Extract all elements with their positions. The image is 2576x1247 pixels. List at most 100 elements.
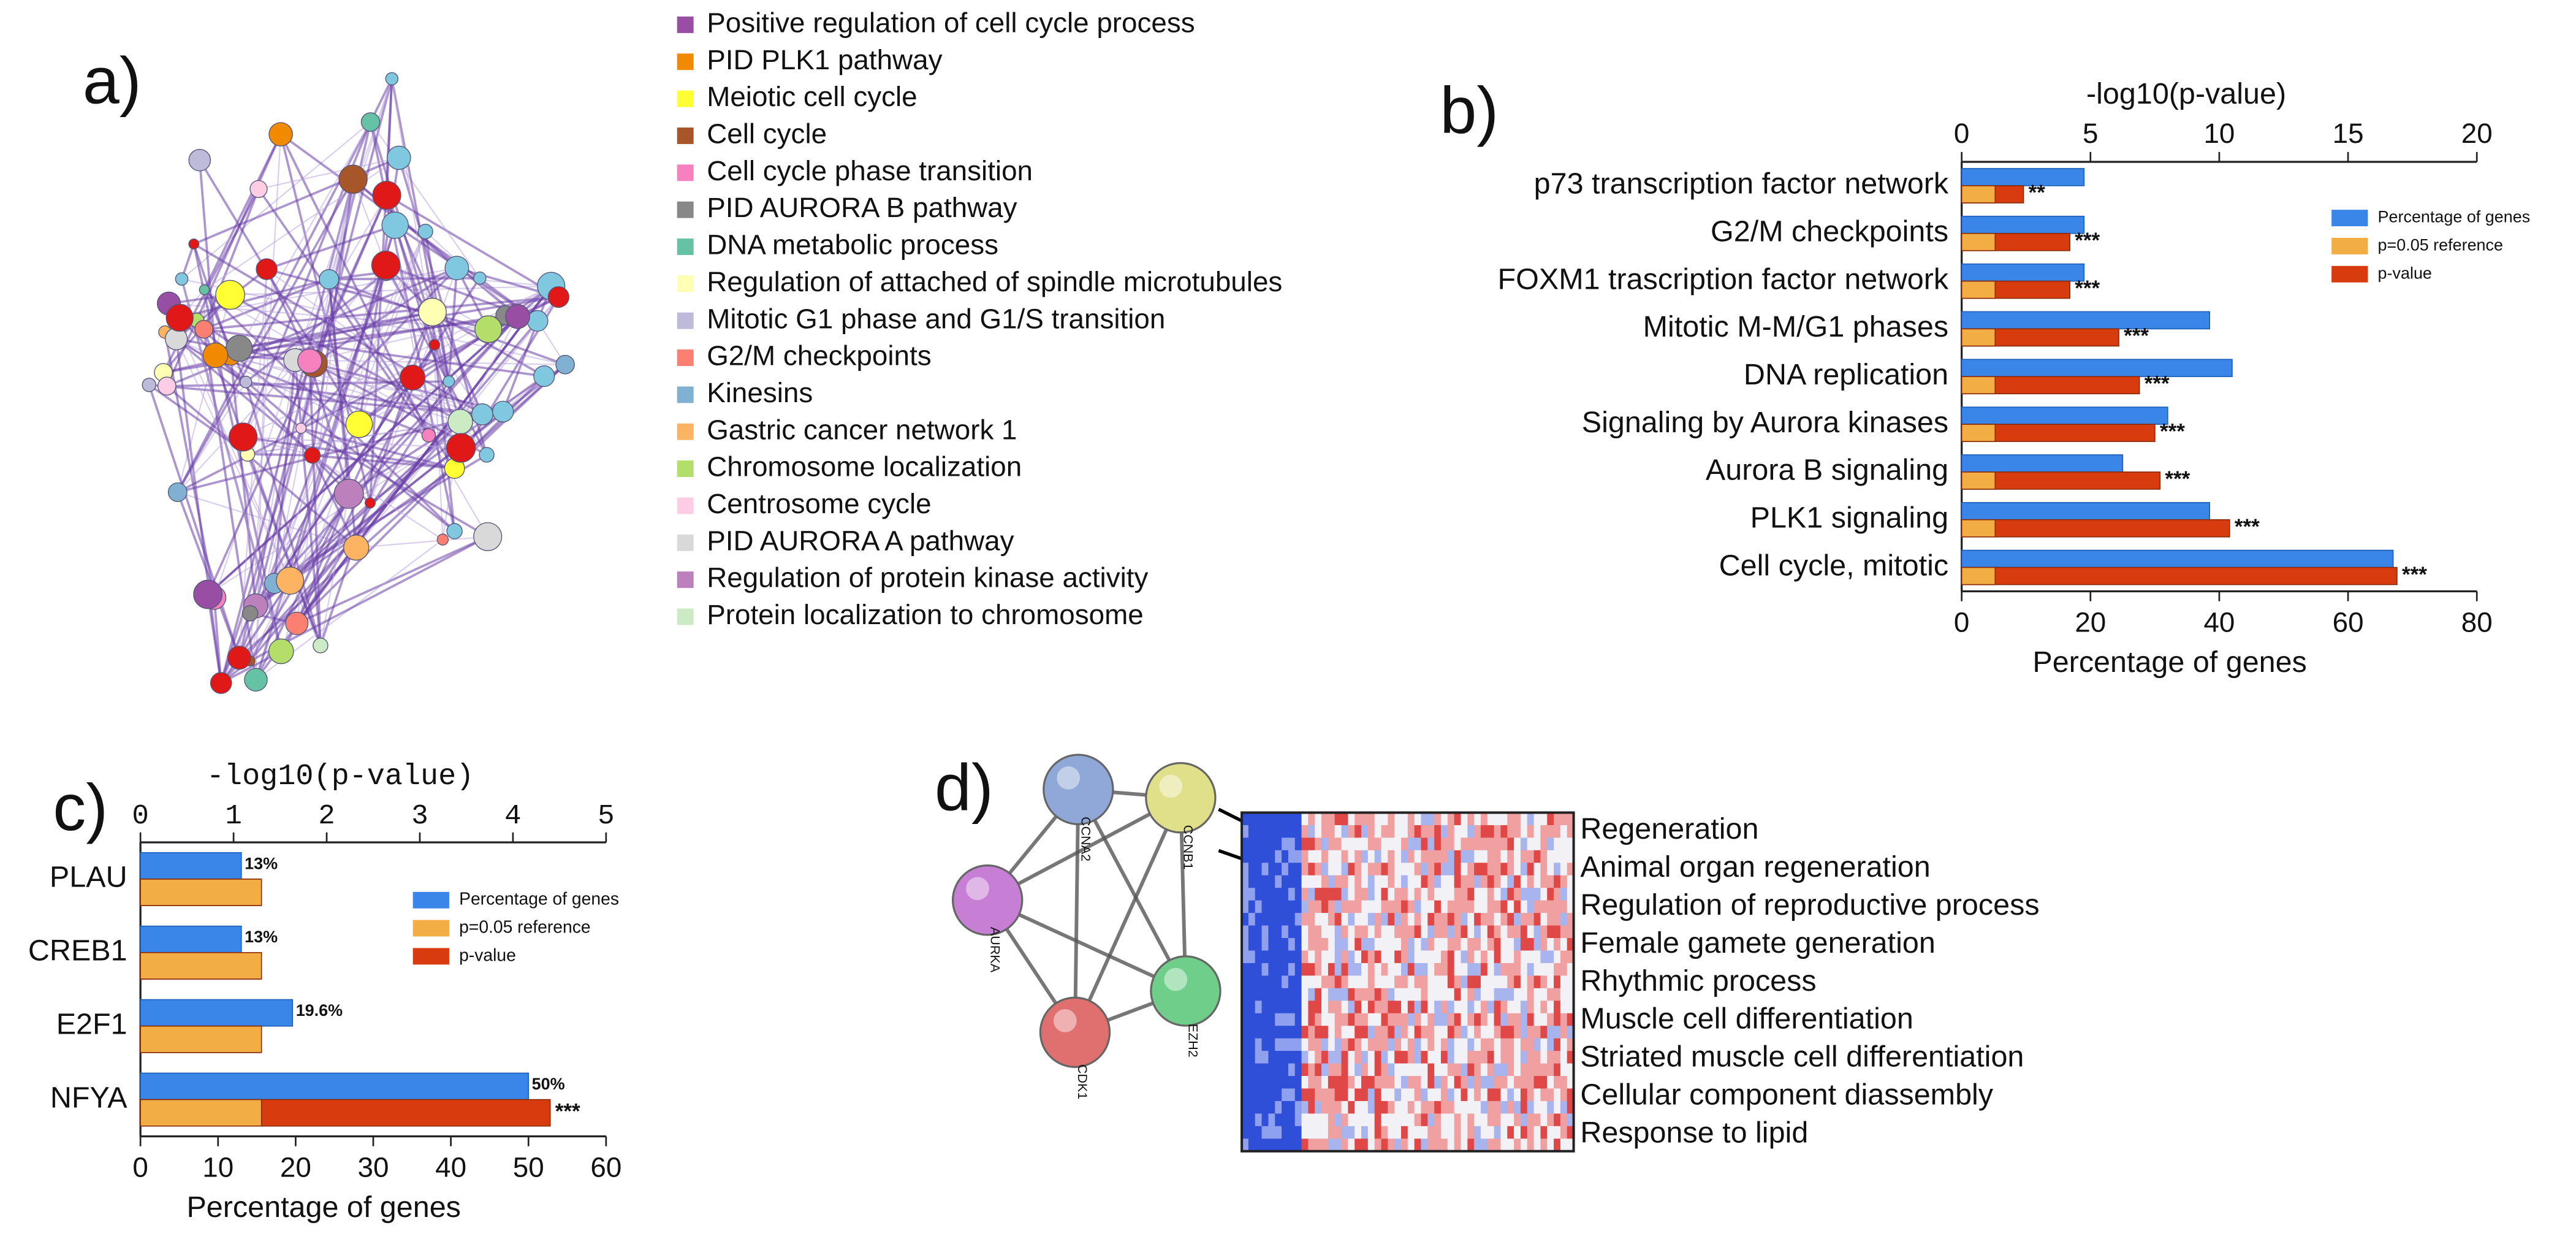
heatmap-cell: [1554, 1100, 1561, 1114]
heatmap-cell: [1301, 1063, 1309, 1077]
heatmap-cell: [1533, 1013, 1541, 1026]
heatmap-cell: [1407, 975, 1415, 989]
heatmap-cell: [1507, 1001, 1514, 1014]
category-label: NFYA: [50, 1081, 127, 1114]
heatmap-cell: [1255, 1013, 1263, 1026]
heatmap-cell: [1480, 1100, 1488, 1114]
network-node: [249, 180, 268, 198]
heatmap-cell: [1474, 825, 1481, 838]
heatmap-cell: [1315, 913, 1322, 926]
heatmap-cell: [1514, 1138, 1521, 1152]
heatmap-cell: [1261, 825, 1269, 838]
heatmap-cell: [1388, 1063, 1395, 1077]
heatmap-cell: [1361, 1138, 1369, 1152]
legend-label: G2/M checkpoints: [707, 340, 931, 372]
heatmap-cell: [1242, 1001, 1249, 1014]
heatmap-cell: [1494, 1013, 1501, 1026]
heatmap-cell: [1400, 1013, 1408, 1026]
heatmap-cell: [1288, 875, 1296, 888]
protein-label: AURKA: [987, 927, 1003, 973]
heatmap-cell: [1400, 1113, 1408, 1127]
heatmap-cell: [1454, 1026, 1461, 1039]
heatmap-cell: [1540, 812, 1548, 826]
heatmap-cell: [1321, 975, 1329, 989]
heatmap-cell: [1288, 900, 1296, 913]
heatmap-cell: [1421, 1113, 1428, 1127]
heatmap-cell: [1328, 950, 1335, 964]
network-edge: [300, 427, 488, 538]
heatmap-cell: [1427, 1026, 1435, 1039]
heatmap-cell: [1308, 975, 1315, 989]
legend-swatch: [2331, 210, 2368, 227]
heatmap-cell: [1507, 875, 1514, 888]
heatmap-cell: [1507, 963, 1514, 976]
heatmap-cell: [1275, 938, 1282, 951]
heatmap-cell: [1434, 837, 1442, 851]
heatmap-cell: [1294, 1026, 1302, 1039]
bar: [1961, 376, 1996, 395]
legend-label: Chromosome localization: [707, 451, 1022, 482]
heatmap-cell: [1374, 1126, 1382, 1139]
heatmap-cell: [1567, 975, 1575, 989]
heatmap-cell: [1301, 1038, 1309, 1051]
heatmap-cell: [1480, 888, 1488, 901]
bar: [1961, 566, 2398, 585]
heatmap-cell: [1268, 1038, 1275, 1051]
network-node: [142, 378, 156, 392]
heatmap-cell: [1388, 988, 1395, 1001]
heatmap-cell: [1348, 875, 1355, 888]
x2-tick-label: 5: [598, 800, 614, 832]
network-edge: [175, 338, 321, 646]
heatmap-cell: [1527, 1026, 1535, 1039]
heatmap-cell: [1554, 988, 1561, 1001]
heatmap-cell: [1427, 938, 1435, 951]
heatmap-cell: [1567, 863, 1575, 876]
heatmap-cell: [1414, 988, 1422, 1001]
heatmap-cell: [1268, 825, 1275, 838]
heatmap-cell: [1487, 825, 1495, 838]
heatmap-cell: [1288, 1088, 1296, 1102]
heatmap-cell: [1461, 963, 1468, 976]
heatmap-cell: [1348, 1013, 1355, 1026]
heatmap-cell: [1400, 1038, 1408, 1051]
heatmap-cell: [1474, 900, 1481, 913]
heatmap-cell: [1560, 850, 1568, 863]
heatmap-cell: [1474, 1088, 1481, 1102]
heatmap-cell: [1507, 812, 1514, 826]
heatmap-cell: [1268, 1051, 1275, 1064]
heatmap-cell: [1374, 988, 1382, 1001]
heatmap-cell: [1514, 925, 1521, 939]
heatmap-cell: [1474, 1113, 1481, 1127]
heatmap-cell: [1354, 850, 1362, 863]
heatmap-cell: [1421, 1063, 1428, 1077]
heatmap-cell: [1520, 1001, 1528, 1014]
heatmap-cell: [1394, 950, 1402, 964]
heatmap-cell: [1507, 900, 1514, 913]
heatmap-cell: [1414, 1088, 1422, 1102]
heatmap-cell: [1527, 1001, 1535, 1014]
heatmap-cell: [1354, 1138, 1362, 1152]
heatmap-cell: [1400, 988, 1408, 1001]
x2-tick-label: 0: [132, 800, 148, 832]
heatmap-cell: [1242, 950, 1249, 964]
heatmap-cell: [1421, 1026, 1428, 1039]
heatmap-cell: [1321, 1051, 1329, 1064]
heatmap-cell: [1421, 875, 1428, 888]
heatmap-cell: [1388, 1126, 1395, 1139]
heatmap-cell: [1294, 1088, 1302, 1102]
heatmap-cell: [1341, 1001, 1348, 1014]
heatmap-cell: [1321, 1013, 1329, 1026]
heatmap-cell: [1487, 1126, 1495, 1139]
heatmap-cell: [1414, 837, 1422, 851]
heatmap-cell: [1255, 913, 1263, 926]
heatmap-cell: [1527, 1051, 1535, 1064]
heatmap-cell: [1321, 938, 1329, 951]
protein-highlight: [1159, 774, 1183, 798]
heatmap-cell: [1540, 825, 1548, 838]
heatmap-cell: [1514, 988, 1521, 1001]
legend-swatch: [677, 127, 694, 144]
heatmap-cell: [1328, 1001, 1335, 1014]
heatmap-cell: [1294, 1001, 1302, 1014]
heatmap-cell: [1440, 1088, 1448, 1102]
heatmap-cell: [1527, 1138, 1535, 1152]
